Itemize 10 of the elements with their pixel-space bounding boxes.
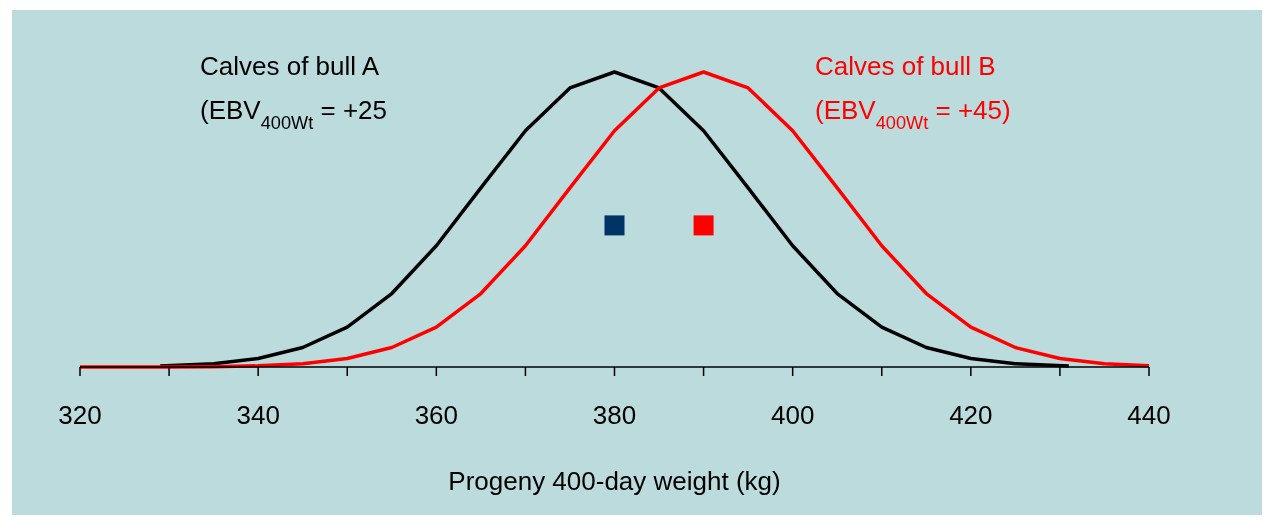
x-axis-title: Progeny 400-day weight (kg) — [448, 466, 781, 496]
x-tick-label: 360 — [414, 400, 459, 430]
x-tick-label: 320 — [58, 400, 102, 430]
x-tick-label: 440 — [1127, 400, 1171, 430]
x-tick-label: 340 — [236, 400, 280, 430]
series-label: Calves of bull B (EBV$_{400Wt}$ = +45) — [815, 51, 1011, 133]
x-tick-label: 420 — [949, 400, 993, 430]
x-tick-label: 380 — [592, 400, 637, 430]
x-tick-label: 400 — [770, 400, 815, 430]
text: Calves of bull A (EBV$_{400Wt}$ = +25 — [200, 51, 387, 133]
